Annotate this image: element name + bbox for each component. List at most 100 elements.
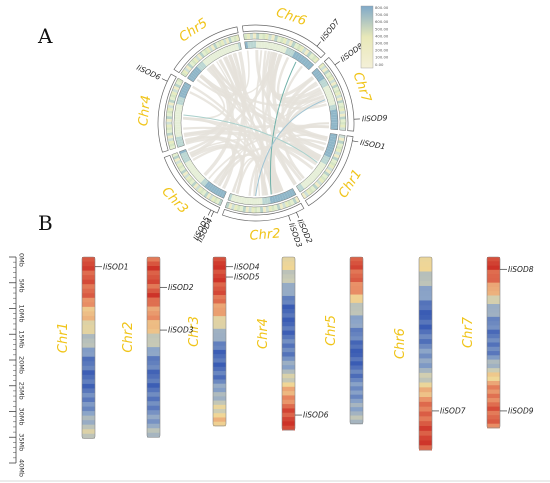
density-band [419, 406, 432, 412]
density-band [282, 326, 295, 331]
density-band [487, 299, 500, 305]
gene-marker-iisod3: IiSOD3 [160, 326, 194, 335]
density-band [213, 349, 226, 355]
density-band [282, 313, 295, 318]
density-band [487, 274, 500, 279]
density-band [213, 366, 226, 372]
density-band [419, 310, 432, 316]
density-band [213, 261, 226, 266]
density-band [147, 432, 160, 438]
density-band [147, 261, 160, 267]
density-band [82, 302, 95, 308]
density-band [147, 387, 160, 393]
scale-tick-label: 30Mb [18, 408, 26, 426]
chromosome-chr4: Chr4 [256, 256, 296, 431]
density-band [487, 261, 500, 266]
density-band [282, 421, 295, 427]
density-band [487, 398, 500, 403]
density-band [147, 423, 160, 429]
gene-marker-iisod8: IiSOD8 [500, 265, 534, 274]
density-band [147, 329, 160, 335]
density-band [282, 399, 295, 405]
scale-tick-label: 15Mb [18, 330, 26, 348]
panel-letter-a: A [37, 24, 53, 48]
scale-tick-label: 40Mb [18, 459, 26, 477]
chromosome-chr1: Chr1 [56, 256, 96, 439]
density-band [82, 320, 95, 326]
density-band [350, 382, 363, 387]
density-band [282, 378, 295, 383]
circos-legend: 800.00 700.00 600.00 500.00 400.00 300.00 200.… [360, 5, 389, 69]
density-band [282, 300, 295, 305]
density-band [350, 311, 363, 316]
density-band [350, 336, 363, 341]
circos-chr-label: Chr2 [249, 226, 281, 243]
scale-tick-label: 10Mb [18, 305, 26, 323]
density-band [213, 299, 226, 304]
density-band [82, 383, 95, 389]
density-band [147, 392, 160, 398]
density-band [419, 348, 432, 354]
density-band [350, 261, 363, 266]
density-band [82, 284, 95, 290]
density-band [213, 282, 226, 287]
density-band [282, 274, 295, 280]
density-band [282, 412, 295, 418]
density-band [419, 257, 432, 263]
density-band [419, 440, 432, 446]
density-band [282, 317, 295, 323]
density-band [82, 388, 95, 394]
density-band [487, 389, 500, 395]
density-band [213, 417, 226, 423]
density-band [147, 396, 160, 402]
density-band [487, 406, 500, 412]
density-band [487, 304, 500, 309]
density-band [82, 311, 95, 317]
density-band [213, 409, 226, 414]
density-band [419, 363, 432, 369]
gene-label: IiSOD1 [103, 262, 129, 271]
legend-tick-label: 400.00 [375, 33, 389, 38]
density-band [350, 398, 363, 404]
density-band [487, 269, 500, 275]
chromosome-outline [486, 256, 501, 429]
density-band [419, 421, 432, 427]
density-band [82, 402, 95, 407]
density-band [487, 410, 500, 416]
chromosome-map: 0Mb 5Mb 10Mb 15Mb 20Mb 25Mb 30Mb 35Mb 40Mb Chr1 C… [9, 253, 534, 477]
gene-label: IiSOD7 [440, 407, 466, 416]
density-band [147, 284, 160, 289]
density-band [419, 334, 432, 340]
density-band [213, 333, 226, 338]
density-band [282, 257, 295, 262]
density-band [147, 360, 160, 366]
density-band [147, 275, 160, 280]
circos-chr3: Chr3 [158, 149, 227, 217]
density-band [419, 368, 432, 374]
density-band [487, 342, 500, 348]
density-band [350, 357, 363, 362]
density-band [350, 344, 363, 350]
chromosome-label: Chr3 [187, 316, 202, 347]
density-band [419, 314, 432, 321]
gene-pair-link [183, 114, 318, 163]
density-band [147, 315, 160, 321]
density-band [213, 290, 226, 296]
scale-tick-label: 20Mb [18, 356, 26, 374]
density-band [419, 372, 432, 379]
gene-marker-iisod1: IiSOD1 [95, 262, 129, 271]
density-band [487, 402, 500, 408]
density-band [147, 369, 160, 375]
density-band [82, 293, 95, 299]
density-band [282, 365, 295, 370]
density-band [350, 277, 363, 283]
density-band [147, 266, 160, 271]
density-band [350, 403, 363, 408]
gene-marker-iisod4: IiSOD4 [226, 262, 260, 271]
density-band [282, 330, 295, 336]
density-band [350, 286, 363, 291]
density-band [350, 411, 363, 416]
gene-pair-link [255, 99, 326, 197]
density-band [82, 397, 95, 403]
density-band [350, 302, 363, 308]
